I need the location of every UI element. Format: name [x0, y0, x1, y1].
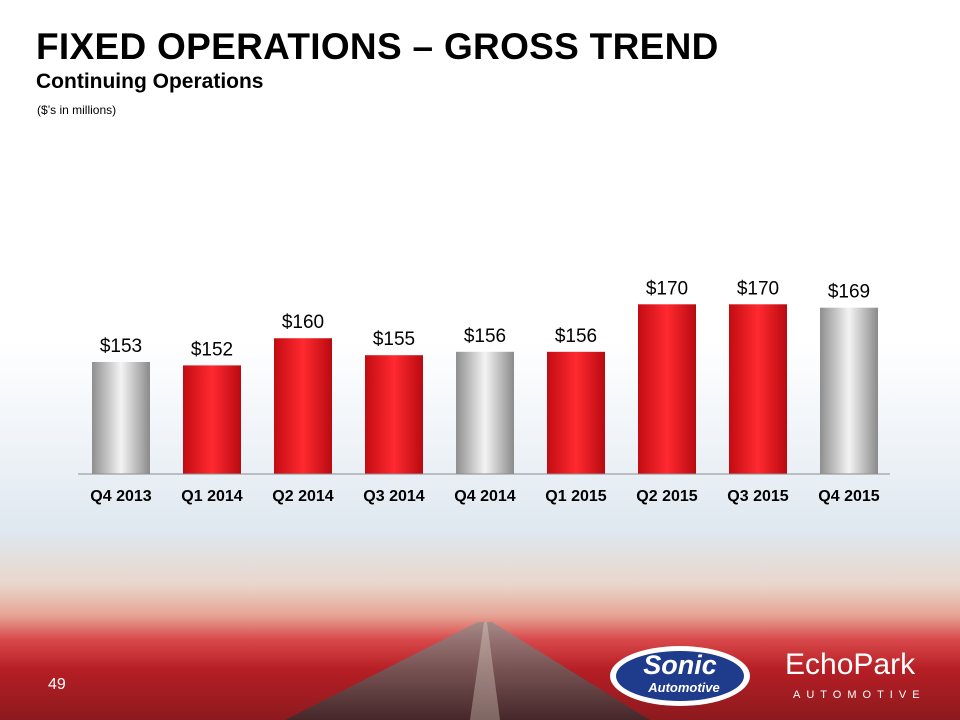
sonic-automotive-logo: Sonic Automotive — [610, 646, 750, 706]
data-label: $160 — [282, 312, 324, 333]
x-tick-label: Q1 2014 — [181, 488, 242, 505]
bar-q2-2015 — [638, 304, 696, 474]
slide-title: FIXED OPERATIONS – GROSS TREND — [36, 26, 719, 67]
bar-q2-2014 — [274, 338, 332, 474]
x-tick-label: Q4 2013 — [90, 488, 151, 505]
data-label: $156 — [555, 326, 597, 347]
page-number: 49 — [48, 676, 66, 693]
units-note: ($’s in millions) — [37, 103, 117, 117]
logos: Sonic Automotive EchoPark AUTOMOTIVE — [610, 646, 926, 706]
bar-q1-2014 — [183, 365, 241, 474]
x-tick-label: Q1 2015 — [545, 488, 606, 505]
data-label: $170 — [646, 278, 688, 299]
bar-q4-2014 — [456, 351, 514, 474]
x-tick-label: Q4 2014 — [454, 488, 515, 505]
svg-text:Automotive: Automotive — [647, 680, 720, 695]
echopark-logo: EchoPark AUTOMOTIVE — [785, 648, 926, 701]
bar-q4-2015 — [820, 307, 878, 474]
x-tick-label: Q4 2015 — [818, 488, 879, 505]
bar-q3-2014 — [365, 355, 423, 474]
x-tick-label: Q2 2015 — [636, 488, 697, 505]
data-label: $155 — [373, 329, 415, 350]
bar-q4-2013 — [92, 362, 150, 474]
svg-text:EchoPark: EchoPark — [785, 648, 916, 681]
svg-text:AUTOMOTIVE: AUTOMOTIVE — [793, 689, 926, 701]
data-label: $156 — [464, 326, 506, 347]
x-tick-label: Q3 2015 — [727, 488, 788, 505]
data-label: $153 — [100, 336, 142, 357]
x-tick-label: Q2 2014 — [272, 488, 333, 505]
x-tick-label: Q3 2014 — [363, 488, 424, 505]
bar-q3-2015 — [729, 304, 787, 474]
data-label: $169 — [828, 282, 870, 303]
svg-text:Sonic: Sonic — [643, 650, 717, 680]
data-label: $152 — [191, 339, 233, 360]
road-image — [285, 622, 650, 720]
bar-q1-2015 — [547, 351, 605, 474]
slide-subtitle: Continuing Operations — [36, 70, 264, 93]
data-label: $170 — [737, 278, 779, 299]
